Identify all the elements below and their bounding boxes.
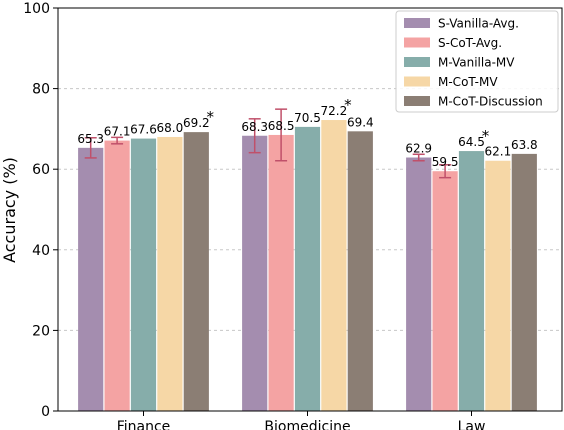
bar <box>268 134 294 411</box>
legend-swatch <box>404 76 430 87</box>
data-label: 68.5 <box>268 119 295 133</box>
plot-frame <box>57 7 563 412</box>
data-label: 69.2 <box>183 116 210 130</box>
bar <box>157 136 183 411</box>
data-label: 63.8 <box>511 138 538 152</box>
legend-swatch <box>404 96 430 106</box>
bar <box>511 153 537 412</box>
legend[interactable]: S-Vanilla-Avg. S-CoT-Avg. M-Vanilla-MV M-Co… <box>395 10 559 113</box>
y-tick-label: 40 <box>32 243 50 259</box>
bar <box>406 157 432 411</box>
y-tick-label: 60 <box>32 162 50 178</box>
bars <box>78 120 537 412</box>
data-label: 68.0 <box>157 121 184 135</box>
legend-label[interactable]: M-Vanilla-MV <box>438 56 515 70</box>
data-label: 69.4 <box>347 115 374 129</box>
significance-star: * <box>482 127 490 145</box>
data-label: 65.3 <box>77 132 104 146</box>
y-tick-label: 100 <box>23 1 50 17</box>
bar <box>78 147 104 411</box>
bar <box>242 135 268 411</box>
data-label: 70.5 <box>294 111 321 125</box>
y-axis-title: Accuracy (%) <box>0 157 19 263</box>
data-label: 59.5 <box>432 155 459 169</box>
data-label: 67.1 <box>104 125 131 139</box>
data-label: 68.3 <box>241 120 268 134</box>
legend-swatch <box>404 18 430 28</box>
bar <box>458 151 485 411</box>
bar <box>294 126 321 411</box>
legend-label[interactable]: S-Vanilla-Avg. <box>438 17 519 31</box>
bar <box>104 140 130 411</box>
significance-star: * <box>207 108 215 126</box>
x-tick-label: Finance <box>117 419 171 430</box>
bar <box>130 138 157 411</box>
y-tick-label: 0 <box>41 404 50 420</box>
data-label: 64.5 <box>458 135 485 149</box>
bar <box>347 131 373 411</box>
legend-label[interactable]: M-CoT-MV <box>438 75 498 89</box>
y-tick-label: 20 <box>32 323 50 339</box>
significance-star: * <box>344 96 352 114</box>
error-bars <box>84 108 452 179</box>
legend-label[interactable]: M-CoT-Discussion <box>438 95 543 109</box>
legend-swatch <box>404 57 430 67</box>
data-label: 67.6 <box>130 123 157 137</box>
data-label: 62.9 <box>405 142 432 156</box>
legend-label[interactable]: S-CoT-Avg. <box>438 36 502 50</box>
bar <box>183 132 209 411</box>
data-labels: 65.367.1 67.6 68.0 69.2*68.3 68.570.5 72.2*69… <box>77 96 537 169</box>
bar <box>432 171 458 411</box>
x-tick-label: Law <box>458 419 486 430</box>
axes: 0 20 40 60 80 100 Finance Biomedicine Law <box>23 1 563 430</box>
bar <box>485 160 511 411</box>
x-tick-label: Biomedicine <box>264 419 350 430</box>
y-tick-label: 80 <box>32 82 50 98</box>
legend-swatch <box>404 37 430 48</box>
data-label: 62.1 <box>485 145 512 159</box>
bar <box>321 120 347 411</box>
legend-box <box>395 10 559 113</box>
data-label: 72.2 <box>321 104 348 118</box>
